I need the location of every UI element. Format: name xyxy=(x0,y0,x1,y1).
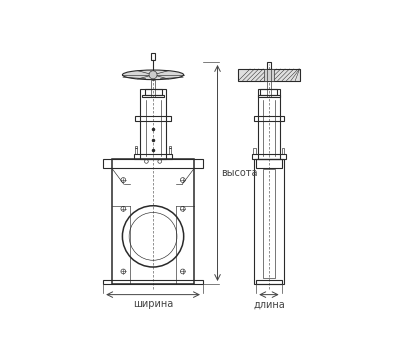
Circle shape xyxy=(149,71,157,79)
Bar xyxy=(140,90,166,159)
Text: высота: высота xyxy=(221,168,257,178)
Bar xyxy=(264,69,274,81)
Bar xyxy=(258,90,280,159)
Bar xyxy=(256,159,282,168)
Bar xyxy=(136,116,171,121)
Bar xyxy=(112,159,194,284)
Bar xyxy=(134,154,172,159)
Bar xyxy=(169,148,171,154)
Bar xyxy=(135,148,137,154)
Bar xyxy=(254,116,284,121)
Bar xyxy=(103,159,203,168)
Bar xyxy=(266,62,271,69)
Bar xyxy=(258,95,280,98)
Bar xyxy=(266,81,271,98)
Bar xyxy=(169,146,171,148)
Bar xyxy=(260,90,278,95)
Bar xyxy=(135,146,137,148)
Bar xyxy=(263,170,274,279)
Bar xyxy=(142,95,164,98)
Bar xyxy=(282,148,284,154)
Text: длина: длина xyxy=(253,299,285,309)
Bar xyxy=(151,53,156,60)
Bar xyxy=(151,80,156,98)
Bar xyxy=(144,90,162,95)
Bar xyxy=(254,159,284,284)
Bar xyxy=(254,148,256,154)
Ellipse shape xyxy=(122,70,184,80)
Bar xyxy=(266,69,271,81)
Bar xyxy=(256,280,282,284)
Bar xyxy=(103,280,203,284)
Bar xyxy=(238,69,300,81)
Bar xyxy=(252,154,286,159)
Text: ширина: ширина xyxy=(133,299,173,309)
